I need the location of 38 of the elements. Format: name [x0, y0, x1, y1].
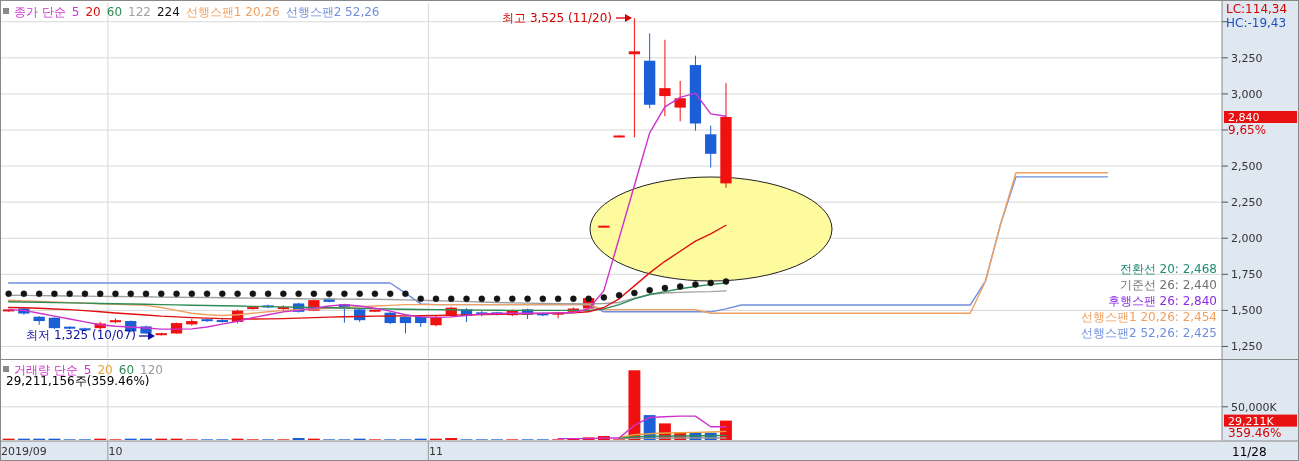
- annotation: 전환선 20: 2,468: [1119, 262, 1217, 276]
- x-tick-label: 10: [108, 445, 123, 458]
- y-tick-label: 2,250: [1231, 196, 1263, 210]
- legend-title: 거래량 단순: [14, 363, 78, 377]
- text: 선행스팬2 52,26: [285, 5, 380, 19]
- y-tick-label: 50,000K: [1231, 400, 1278, 414]
- annotation: 기준선 26: 2,440: [1119, 278, 1217, 292]
- annotation: 29,211,156주(359.46%): [6, 374, 150, 388]
- text: 122: [128, 5, 151, 19]
- annotation: 후행스팬 26: 2,840: [1107, 294, 1217, 308]
- text: 60: [118, 363, 135, 377]
- y-tick-label: 3,000: [1231, 87, 1263, 101]
- text: 20: [97, 363, 113, 377]
- annotation: 선행스팬1 20,26: 2,454: [1080, 310, 1217, 324]
- legend-title: 종가 단순: [14, 5, 66, 19]
- text: 11/28: [1232, 445, 1267, 459]
- y-tick-label: 2,840: [1228, 111, 1260, 124]
- annotation: 최저 1,325 (10/07): [26, 328, 136, 342]
- annotation: 최고 3,525 (11/20): [502, 11, 612, 25]
- y-tick-label: 29,211K: [1228, 414, 1275, 428]
- text: LC:114,34: [1226, 2, 1288, 16]
- text: 224: [156, 5, 180, 19]
- y-tick-label: 1,500: [1231, 304, 1263, 318]
- y-tick-label: 1,250: [1231, 340, 1263, 354]
- annotation: 선행스팬2 52,26: 2,425: [1080, 326, 1217, 340]
- text: 359.46%: [1228, 426, 1282, 440]
- x-tick-label: 11: [428, 445, 443, 458]
- text: 60: [106, 5, 123, 19]
- y-tick-label: 3,250: [1231, 51, 1263, 65]
- text: 20: [85, 5, 101, 19]
- text: 선행스팬1 20,26: [185, 5, 280, 19]
- text: 9,65%: [1228, 123, 1267, 137]
- y-tick-label: 1,750: [1231, 268, 1263, 282]
- y-tick-label: 2,000: [1231, 232, 1263, 246]
- text: 5: [71, 5, 80, 19]
- x-tick-label: 2019/09: [1, 445, 47, 458]
- text: HC:-19,43: [1226, 16, 1287, 30]
- y-tick-label: 2,500: [1231, 160, 1263, 174]
